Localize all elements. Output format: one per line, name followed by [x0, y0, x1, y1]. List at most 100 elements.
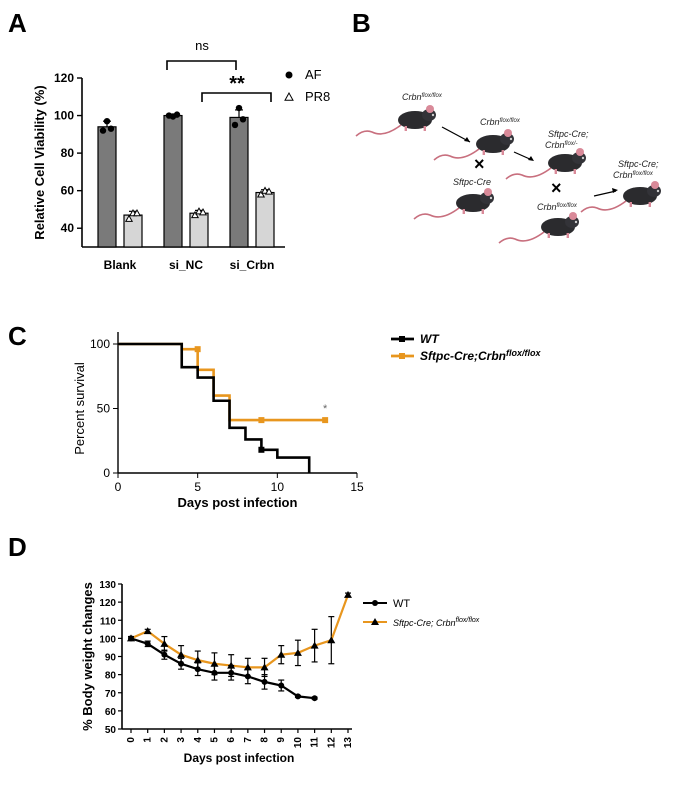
legend-marker: [371, 618, 379, 625]
mouse-label-5: Crbnflox/flox: [537, 202, 578, 212]
x-tick-label: 12: [326, 737, 337, 749]
legend-marker: [399, 336, 405, 342]
data-point: [128, 635, 134, 642]
mouse-label-3: Sftpc-Cre: [453, 177, 491, 187]
arrowhead: [464, 137, 470, 142]
y-axis-label: Percent survival: [72, 362, 87, 455]
arrow: [593, 190, 617, 197]
data-point: [294, 693, 301, 700]
y-tick-label: 50: [97, 402, 111, 416]
legend-label: PR8: [305, 89, 330, 104]
x-tick-label: 6: [226, 737, 237, 743]
significance-label: **: [229, 73, 245, 95]
mouse-label-2: Crbnflox/flox: [480, 117, 521, 127]
legend-marker: [284, 91, 294, 101]
data-point: [161, 651, 168, 658]
data-point: [278, 682, 285, 689]
panel-a-bar-chart: 40 60 80 100 120 Relative Cell Viability (%) B…: [32, 38, 330, 272]
x-tick-label: si_Crbn: [230, 258, 275, 272]
panel-c-survival-chart: 0 50 100 0 5 10 15 Days post infection Percent s…: [72, 332, 541, 510]
mouse-illustration: [505, 147, 587, 180]
data-point: [211, 669, 218, 676]
legend-label: AF: [305, 67, 322, 82]
y-tick-label: 60: [105, 707, 117, 718]
data-point: [260, 663, 269, 671]
panel-c-label: C: [8, 321, 27, 351]
y-tick-label: 50: [105, 725, 117, 736]
y-tick-label: 100: [99, 634, 116, 645]
data-point: [107, 125, 115, 132]
legend-label-sup: flox/flox: [506, 348, 541, 358]
y-tick-label: 0: [103, 466, 110, 480]
legend-label: WT: [393, 598, 410, 610]
data-point: [293, 648, 302, 656]
data-point: [261, 678, 268, 685]
panel-d-label: D: [8, 532, 27, 562]
data-point: [310, 641, 319, 649]
data-point: [277, 650, 286, 658]
y-tick-label: 80: [105, 671, 117, 682]
significance-label: *: [323, 403, 328, 415]
censor-mark: [194, 346, 201, 353]
data-point: [177, 650, 186, 658]
x-tick-label: 0: [126, 737, 137, 743]
bar: [189, 212, 209, 248]
x-tick-label: 10: [271, 480, 285, 494]
mouse-label-6a: Sftpc-Cre;: [618, 159, 659, 169]
y-tick-label: 60: [61, 184, 75, 198]
data-point: [190, 210, 200, 219]
x-tick-label: si_NC: [169, 258, 203, 272]
data-point: [327, 636, 336, 644]
ns-bracket: [166, 60, 237, 70]
legend-label: WT: [420, 332, 440, 346]
x-axis-label: Days post infection: [178, 495, 298, 510]
bar: [163, 114, 183, 248]
survival-line: [118, 342, 311, 473]
y-tick-label: 120: [54, 71, 74, 85]
legend-label-sup: flox/flox: [456, 617, 480, 624]
mouse-illustration: [580, 180, 662, 213]
data-point: [173, 111, 181, 118]
x-tick-label: Blank: [104, 258, 137, 272]
x-tick-label: 1: [143, 737, 154, 743]
y-tick-label: 100: [54, 109, 74, 123]
legend-label-text: Sftpc-Cre; Crbn: [393, 618, 456, 628]
data-point: [198, 208, 208, 216]
x-tick-label: 4: [193, 737, 204, 743]
mouse-illustration: [413, 187, 495, 220]
x-tick-label: 9: [276, 737, 287, 743]
data-point: [99, 127, 107, 134]
series-line: [130, 637, 315, 700]
bar: [255, 191, 275, 248]
arrowhead: [528, 156, 534, 161]
y-tick-label: 70: [105, 689, 117, 700]
x-tick-label: 10: [293, 737, 304, 749]
panel-b-breeding-scheme: Crbnflox/flox Crbnflox/flox × Sftpc-Cre …: [355, 92, 662, 244]
censor-mark: [258, 446, 265, 453]
survival-line: [118, 342, 326, 422]
data-point: [194, 666, 201, 673]
censor-mark: [258, 417, 265, 424]
mouse-label-1: Crbnflox/flox: [402, 92, 443, 102]
y-tick-label: 110: [100, 616, 117, 627]
legend-marker: [399, 353, 405, 359]
legend-label: Sftpc-Cre;Crbnflox/flox: [420, 348, 541, 363]
y-tick-label: 40: [61, 221, 75, 235]
mouse-label-6b: Crbnflox/flox: [613, 170, 654, 180]
x-tick-label: 11: [310, 737, 321, 748]
legend-label-text: WT: [420, 332, 440, 346]
legend-marker: [372, 600, 378, 606]
data-point: [256, 190, 266, 198]
y-tick-label: 120: [99, 598, 116, 609]
x-tick-label: 5: [209, 737, 220, 743]
data-point: [178, 660, 185, 667]
legend-marker: [285, 71, 293, 79]
data-point: [344, 590, 352, 598]
cross-mark: ×: [474, 154, 485, 174]
data-point: [235, 104, 243, 112]
mouse-illustration: [498, 211, 580, 244]
data-point: [244, 673, 251, 680]
mouse-label-4b: Crbnflox/-: [545, 140, 578, 150]
data-point: [193, 656, 202, 664]
